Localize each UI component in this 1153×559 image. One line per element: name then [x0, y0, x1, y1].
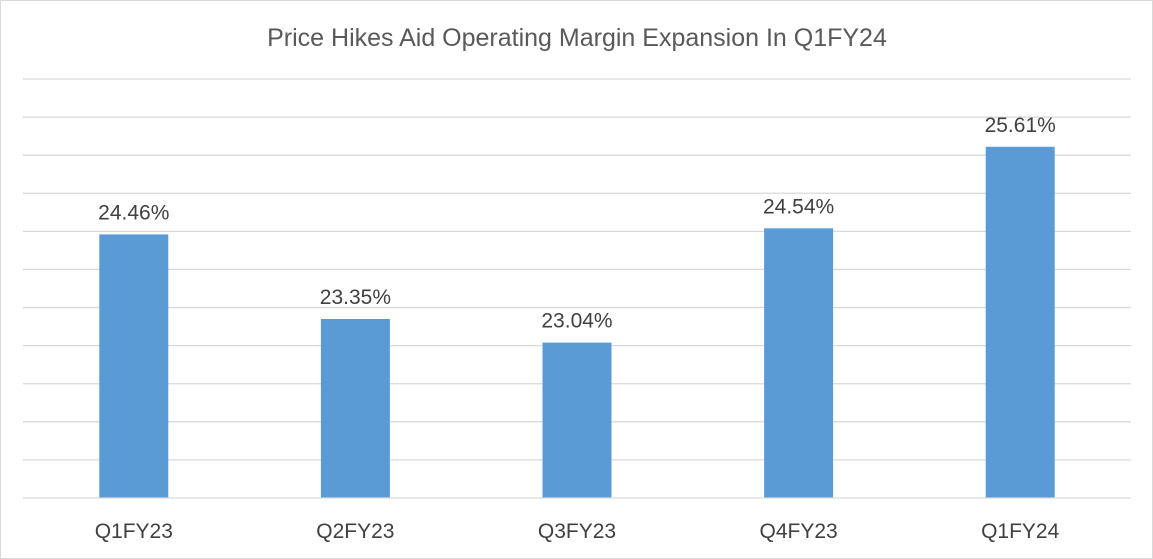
data-label-q1fy24: 25.61% — [985, 114, 1056, 137]
data-label-q1fy23: 24.46% — [98, 201, 169, 224]
bar-q3fy23 — [542, 342, 612, 498]
data-label-q4fy23: 24.54% — [763, 195, 834, 218]
bar-q1fy24 — [985, 146, 1055, 498]
gridlines — [23, 78, 1131, 461]
x-tick-q4fy23: Q4FY23 — [759, 520, 837, 543]
bar-q1fy23 — [99, 234, 169, 499]
chart-title: Price Hikes Aid Operating Margin Expansi… — [267, 24, 887, 52]
x-axis-tick-labels: Q1FY23 Q2FY23 Q3FY23 Q4FY23 Q1FY24 — [95, 520, 1060, 543]
bar-q2fy23 — [320, 318, 390, 498]
x-tick-q2fy23: Q2FY23 — [316, 520, 394, 543]
data-label-q2fy23: 23.35% — [320, 286, 391, 309]
x-tick-q1fy23: Q1FY23 — [95, 520, 173, 543]
x-tick-q1fy24: Q1FY24 — [981, 520, 1060, 543]
x-tick-q3fy23: Q3FY23 — [538, 520, 616, 543]
data-label-q3fy23: 23.04% — [541, 310, 612, 333]
data-labels: 24.46% 23.35% 23.04% 24.54% 25.61% — [98, 114, 1056, 333]
bars — [99, 146, 1055, 499]
bar-q4fy23 — [764, 228, 834, 499]
